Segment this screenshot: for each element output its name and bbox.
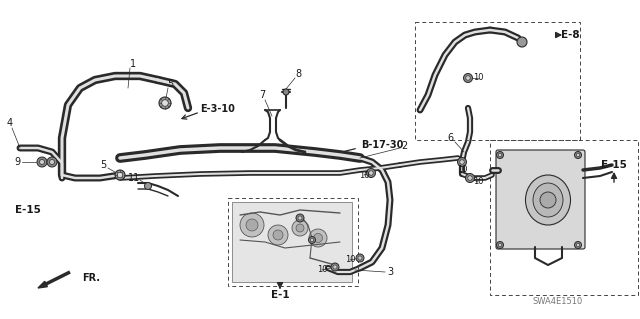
Text: E-3-10: E-3-10: [200, 104, 236, 114]
Circle shape: [115, 170, 125, 180]
Circle shape: [240, 213, 264, 237]
Circle shape: [458, 158, 467, 167]
Text: 10: 10: [317, 265, 327, 275]
Circle shape: [314, 234, 323, 242]
Circle shape: [37, 157, 47, 167]
Text: B-17-30: B-17-30: [361, 140, 403, 150]
Circle shape: [499, 243, 502, 247]
Circle shape: [468, 176, 472, 180]
Circle shape: [517, 37, 527, 47]
Circle shape: [117, 172, 123, 178]
FancyBboxPatch shape: [496, 150, 585, 249]
Circle shape: [499, 153, 502, 157]
Text: 2: 2: [401, 141, 407, 151]
Bar: [415, 22, 580, 140]
Text: 1: 1: [130, 59, 136, 69]
Circle shape: [40, 160, 45, 165]
Text: E-1: E-1: [271, 290, 289, 300]
Circle shape: [292, 220, 308, 236]
Text: 10: 10: [359, 170, 369, 180]
Circle shape: [333, 265, 337, 269]
Circle shape: [331, 263, 339, 271]
Circle shape: [308, 236, 316, 243]
Bar: [490, 140, 638, 295]
Circle shape: [145, 182, 152, 189]
Text: 10: 10: [457, 166, 467, 174]
Circle shape: [465, 174, 474, 182]
Circle shape: [159, 97, 171, 109]
Text: FR.: FR.: [82, 273, 100, 283]
Circle shape: [497, 152, 504, 159]
Circle shape: [466, 76, 470, 80]
Circle shape: [283, 89, 289, 95]
Circle shape: [296, 224, 304, 232]
Circle shape: [367, 168, 376, 177]
Circle shape: [273, 230, 283, 240]
Circle shape: [460, 160, 464, 164]
Circle shape: [575, 152, 582, 159]
Circle shape: [356, 254, 364, 262]
Circle shape: [310, 238, 314, 242]
Circle shape: [576, 153, 580, 157]
Text: E-8: E-8: [561, 30, 579, 40]
Text: 11: 11: [128, 173, 140, 183]
Circle shape: [49, 160, 54, 165]
Text: 5: 5: [167, 79, 173, 89]
Circle shape: [268, 225, 288, 245]
Text: 4: 4: [7, 118, 13, 128]
Circle shape: [575, 241, 582, 249]
Circle shape: [246, 219, 258, 231]
Text: 8: 8: [295, 69, 301, 79]
Text: 6: 6: [447, 133, 453, 143]
Circle shape: [296, 214, 304, 222]
Text: SWA4E1510: SWA4E1510: [533, 298, 583, 307]
Bar: [228, 198, 358, 286]
Circle shape: [298, 216, 302, 220]
Text: 9: 9: [14, 157, 20, 167]
Circle shape: [540, 192, 556, 208]
Circle shape: [463, 73, 472, 83]
Circle shape: [497, 241, 504, 249]
Text: 10: 10: [345, 256, 355, 264]
Polygon shape: [38, 281, 47, 288]
Text: E-15: E-15: [15, 205, 41, 215]
Text: 7: 7: [259, 90, 265, 100]
Circle shape: [162, 100, 168, 106]
Text: 5: 5: [100, 160, 106, 170]
Circle shape: [576, 243, 580, 247]
Text: 10: 10: [473, 177, 483, 187]
Bar: [232, 202, 352, 282]
Circle shape: [47, 157, 57, 167]
Ellipse shape: [533, 183, 563, 217]
Text: E-15: E-15: [601, 160, 627, 170]
Ellipse shape: [525, 175, 570, 225]
Text: 10: 10: [473, 73, 483, 83]
Circle shape: [358, 256, 362, 260]
Circle shape: [369, 171, 373, 175]
Text: 3: 3: [387, 267, 393, 277]
Circle shape: [309, 229, 327, 247]
